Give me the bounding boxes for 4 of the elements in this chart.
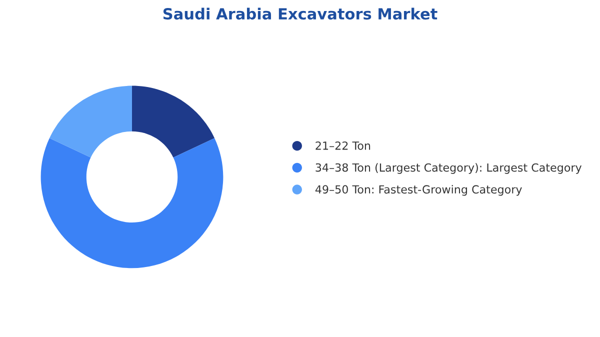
legend-label: 34–38 Ton (Largest Category): Largest Category: [316, 163, 582, 174]
legend-label: 21–22 Ton: [316, 141, 370, 150]
chart-title: Saudi Arabia Excavators Market: [163, 8, 438, 20]
legend-label: 49–50 Ton: Fastest-Growing Category: [315, 184, 522, 196]
